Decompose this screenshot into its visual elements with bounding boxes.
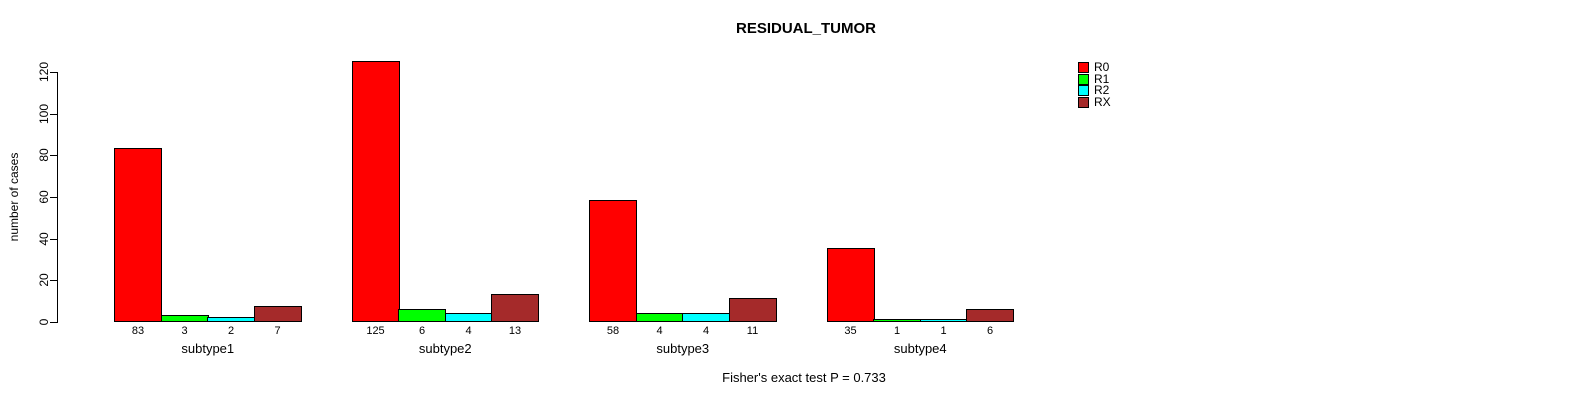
y-axis-tick-label: 120: [37, 61, 51, 83]
bar-R0-subtype1: [114, 148, 162, 322]
legend-swatch-R1: [1078, 73, 1089, 85]
legend-label-R2: R2: [1094, 83, 1110, 98]
bar-R0-subtype3: [589, 200, 637, 322]
y-axis-tick-label: 60: [37, 190, 51, 204]
category-label-subtype1: subtype1: [181, 341, 235, 356]
category-label-subtype3: subtype3: [656, 341, 710, 356]
bar-value-RX-subtype2: 13: [508, 325, 522, 337]
bar-value-R0-subtype4: 35: [844, 325, 857, 337]
chart-title: RESIDUAL_TUMOR: [735, 20, 877, 37]
category-label-subtype2: subtype2: [418, 341, 472, 356]
bar-value-R1-subtype4: 1: [893, 325, 901, 337]
bar-R1-subtype4: [873, 318, 921, 322]
bar-value-R1-subtype1: 3: [181, 325, 188, 337]
bar-value-R1-subtype2: 6: [418, 325, 426, 337]
y-axis-tick-label: 20: [37, 273, 51, 288]
y-axis-tick: [50, 280, 57, 282]
bar-R1-subtype1: [160, 314, 209, 322]
bar-RX-subtype4: [966, 308, 1014, 322]
y-axis-label: number of cases: [7, 152, 21, 242]
bar-RX-subtype1: [253, 306, 302, 322]
bar-value-R2-subtype4: 1: [940, 325, 947, 337]
footnote-text: Fisher's exact test P = 0.733: [722, 370, 886, 385]
legend-row-RX: RX: [1078, 94, 1111, 109]
bar-value-R0-subtype3: 58: [606, 325, 620, 337]
category-label-subtype4: subtype4: [893, 341, 947, 356]
bar-R2-subtype4: [919, 318, 968, 322]
legend-swatch-R2: [1078, 85, 1089, 97]
bar-value-RX-subtype3: 11: [746, 325, 759, 337]
bar-value-R0-subtype2: 125: [366, 325, 385, 337]
bar-value-R2-subtype2: 4: [465, 325, 472, 337]
y-axis-tick: [50, 155, 57, 157]
y-axis-tick: [50, 113, 57, 115]
legend-label-R1: R1: [1094, 71, 1110, 86]
bar-R1-subtype3: [635, 312, 684, 322]
bar-RX-subtype2: [491, 293, 539, 322]
bar-R0-subtype2: [351, 60, 400, 322]
y-axis-tick: [50, 72, 57, 73]
bar-value-R2-subtype3: 4: [702, 325, 710, 337]
legend: R0 R1 R2 RX: [1078, 60, 1111, 109]
y-axis-tick: [50, 322, 57, 323]
bar-R2-subtype2: [444, 312, 493, 322]
bar-R2-subtype1: [207, 316, 255, 322]
bar-value-R1-subtype3: 4: [656, 325, 663, 337]
bar-value-RX-subtype4: 6: [986, 325, 994, 337]
bar-R2-subtype3: [682, 312, 730, 322]
y-axis-tick-label: 80: [37, 148, 51, 163]
legend-row-R2: R2: [1078, 83, 1111, 98]
bar-R1-subtype2: [398, 308, 446, 322]
bar-value-R2-subtype1: 2: [227, 325, 235, 337]
bar-value-RX-subtype1: 7: [274, 325, 281, 337]
legend-row-R1: R1: [1078, 71, 1111, 86]
legend-row-R0: R0: [1078, 60, 1111, 75]
y-axis-tick-label: 100: [37, 103, 51, 124]
legend-swatch-RX: [1078, 96, 1089, 108]
bar-value-R0-subtype1: 83: [131, 325, 145, 337]
bar-R0-subtype4: [826, 248, 875, 322]
y-axis-tick: [50, 238, 57, 240]
legend-label-R0: R0: [1094, 60, 1110, 75]
y-axis-tick: [50, 197, 57, 198]
y-axis-line: [57, 72, 58, 323]
y-axis-tick-label: 40: [37, 231, 51, 246]
bar-RX-subtype3: [728, 298, 777, 322]
legend-label-RX: RX: [1094, 94, 1111, 109]
legend-swatch-R0: [1078, 62, 1089, 74]
y-axis-tick-label: 0: [37, 318, 51, 326]
